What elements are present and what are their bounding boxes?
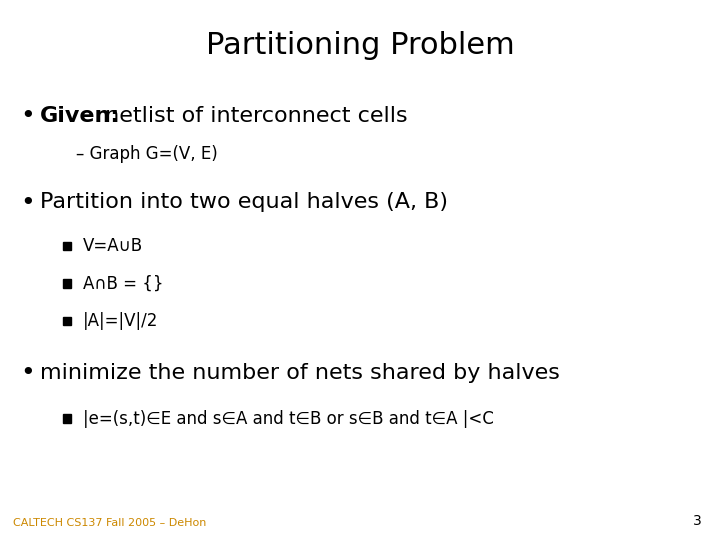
Text: •: • [20,104,35,128]
Text: Partitioning Problem: Partitioning Problem [206,31,514,60]
Text: |e=(s,t)∈E and s∈A and t∈B or s∈B and t∈A |<C: |e=(s,t)∈E and s∈A and t∈B or s∈B and t∈… [83,409,494,428]
Text: V=A∪B: V=A∪B [83,237,143,255]
Text: •: • [20,361,35,384]
Text: netlist of interconnect cells: netlist of interconnect cells [99,106,408,126]
FancyBboxPatch shape [63,241,71,249]
Text: •: • [20,191,35,214]
FancyBboxPatch shape [63,317,71,325]
Text: Partition into two equal halves (A, B): Partition into two equal halves (A, B) [40,192,448,213]
Text: – Graph G=(V, E): – Graph G=(V, E) [76,145,217,163]
Text: A∩B = {}: A∩B = {} [83,274,163,293]
Text: Given:: Given: [40,106,120,126]
FancyBboxPatch shape [63,280,71,287]
Text: minimize the number of nets shared by halves: minimize the number of nets shared by ha… [40,362,559,383]
Text: 3: 3 [693,514,702,528]
Text: CALTECH CS137 Fall 2005 – DeHon: CALTECH CS137 Fall 2005 – DeHon [13,518,207,528]
FancyBboxPatch shape [63,415,71,422]
Text: |A|=|V|/2: |A|=|V|/2 [83,312,158,330]
